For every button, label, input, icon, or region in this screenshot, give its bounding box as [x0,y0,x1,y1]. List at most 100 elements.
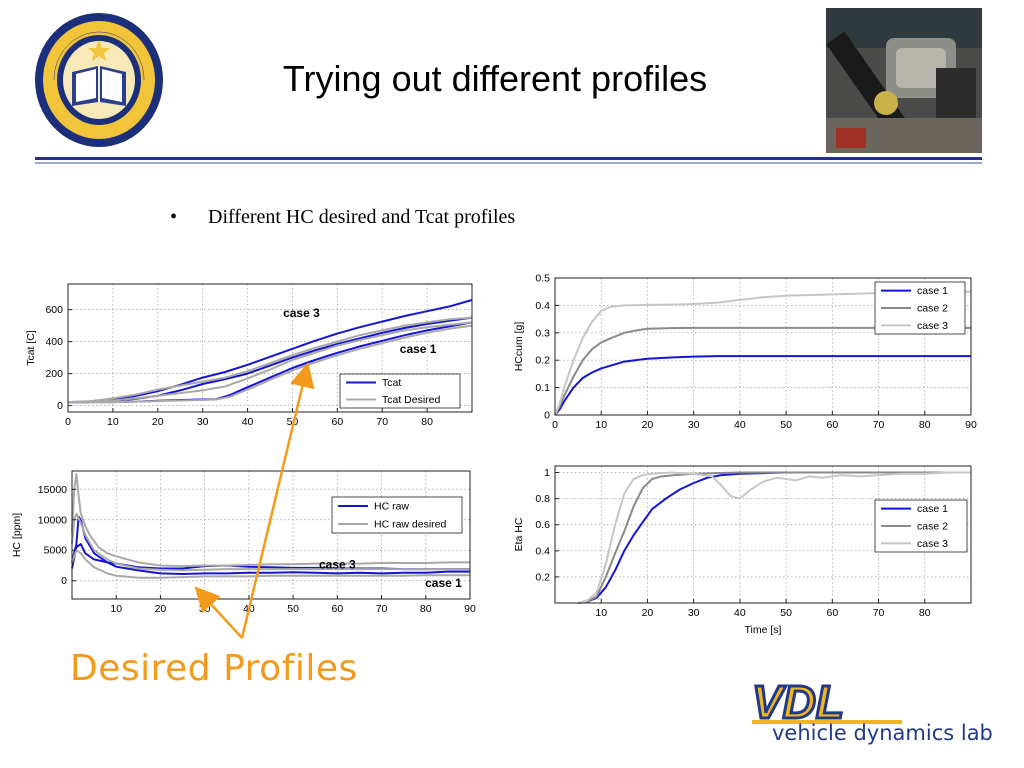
x-tick-label: 50 [780,607,792,619]
bullet-text: Different HC desired and Tcat profiles [208,206,516,228]
bullet-dot: • [170,206,178,228]
y-tick-label: 1 [544,467,550,479]
bullet-item: • Different HC desired and Tcat profiles [170,206,515,229]
series-line-case-2 [577,471,971,604]
x-tick-label: 70 [376,603,388,615]
chart-eta: 10 20 30 40 50 60 70 80 0.2 0.4 0.6 0.8 1 Eta HC Time … [513,465,972,636]
x-tick-label: 70 [376,416,388,428]
x-tick-label: 80 [420,603,432,615]
y-tick-label: 0.4 [535,545,550,557]
y-axis-label: Tcat [C] [25,330,37,366]
legend-label: case 1 [917,503,948,515]
title-rule [35,157,982,160]
x-tick-label: 60 [826,419,838,431]
legend: case 1 case 2 case 3 [874,281,966,335]
y-tick-label: 0.3 [535,327,550,339]
y-tick-label: 15000 [38,484,67,496]
chart-tcat: 0 10 20 30 40 50 60 70 80 0 200 400 600 Tcat [C] case … [25,283,473,428]
plot-area [72,471,470,599]
slide-title: Trying out different profiles [282,58,708,99]
x-tick-label: 10 [110,603,122,615]
legend-label: Tcat [382,377,401,389]
series-line-case-2 [554,326,971,416]
y-tick-label: 400 [45,336,63,348]
y-tick-label: 0 [57,400,63,412]
desired-profiles-callout: Desired Profiles [70,648,358,689]
x-tick-label: 30 [688,419,700,431]
series-line-hc-raw-desired [71,512,470,572]
x-tick-label: 80 [919,419,931,431]
legend-label: Tcat Desired [382,394,441,406]
y-tick-label: 0 [61,575,67,587]
legend: case 1 case 2 case 3 [874,499,968,553]
y-tick-label: 0.2 [535,571,550,583]
legend-box [339,373,461,409]
series-line-tcat-desired [67,316,473,404]
x-tick-label: 20 [155,603,167,615]
x-tick-label: 30 [197,416,209,428]
legend-box [331,496,463,534]
legend-label: case 3 [917,320,948,332]
annotation-label: case 1 [400,342,437,356]
x-tick-label: 20 [642,419,654,431]
plot-frame [554,465,972,604]
legend-label: HC raw [374,501,409,513]
chart-hc: 10 20 30 40 50 60 70 80 90 0 5000 10000 15000 HC [ppm… [11,470,476,615]
y-axis-label: HC [ppm] [11,513,23,557]
y-tick-label: 0.1 [535,382,550,394]
legend-label: case 3 [917,538,948,550]
x-tick-label: 0 [65,416,71,428]
legend-label: case 2 [917,303,948,315]
x-tick-label: 40 [243,603,255,615]
series-line-case-3 [577,471,971,604]
x-tick-label: 20 [642,607,654,619]
y-tick-label: 0.6 [535,519,550,531]
annotation-label: case 3 [283,306,320,320]
y-axis-label: Eta HC [513,517,525,551]
y-tick-label: 0.2 [535,355,550,367]
y-tick-label: 5000 [44,545,68,557]
x-tick-label: 20 [152,416,164,428]
x-tick-label: 50 [287,416,299,428]
x-tick-label: 50 [287,603,299,615]
legend-label: case 2 [917,521,948,533]
x-tick-label: 90 [464,603,476,615]
y-tick-label: 0.5 [535,273,550,285]
x-tick-label: 40 [734,419,746,431]
x-tick-label: 40 [734,607,746,619]
y-tick-label: 200 [45,368,63,380]
series-line-tcat [67,299,473,404]
y-axis-label: HCcum [g] [513,322,525,372]
y-tick-label: 0.4 [535,300,550,312]
legend: HC raw HC raw desired [331,496,463,534]
x-tick-label: 60 [331,416,343,428]
vdl-tagline: vehicle dynamics lab [772,721,993,745]
series-line-hc-raw-desired [71,549,470,579]
x-tick-label: 50 [780,419,792,431]
x-tick-label: 0 [552,419,558,431]
x-axis-label: Time [s] [745,624,782,636]
annotation-label: case 3 [319,558,356,572]
x-tick-label: 30 [199,603,211,615]
x-tick-label: 10 [595,607,607,619]
y-tick-label: 10000 [38,514,67,526]
university-seal-logo [35,13,163,147]
legend-label: case 1 [917,285,948,297]
x-tick-label: 40 [242,416,254,428]
x-tick-label: 60 [826,607,838,619]
legend-label: HC raw desired [374,519,447,531]
title-rule-light [35,162,982,164]
y-tick-label: 0 [544,410,550,422]
y-tick-label: 600 [45,304,63,316]
series-line-hc-raw-desired [71,473,470,568]
vdl-logo: VDL [752,676,902,730]
annotation-label: case 1 [425,576,462,590]
engine-photo [826,8,982,153]
x-tick-label: 80 [919,607,931,619]
x-tick-label: 30 [688,607,700,619]
plot-frame [554,277,972,416]
series-line-case-1 [554,355,971,416]
x-tick-label: 70 [873,607,885,619]
x-tick-label: 80 [421,416,433,428]
chart-hccum: 0 10 20 30 40 50 60 70 80 90 0 0.1 0.2 0.3 0.4 0.5 HCcum… [513,273,977,432]
